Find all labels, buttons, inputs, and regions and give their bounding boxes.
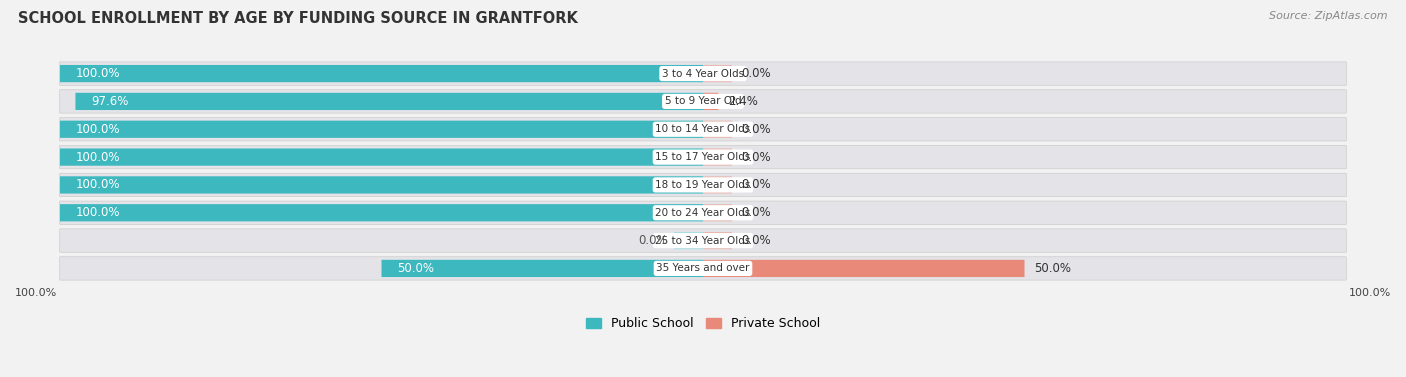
FancyBboxPatch shape	[703, 232, 733, 249]
Text: 3 to 4 Year Olds: 3 to 4 Year Olds	[662, 69, 744, 78]
Text: 0.0%: 0.0%	[741, 234, 772, 247]
FancyBboxPatch shape	[59, 173, 1347, 197]
FancyBboxPatch shape	[703, 176, 733, 193]
Text: 100.0%: 100.0%	[76, 67, 121, 80]
Text: 100.0%: 100.0%	[76, 178, 121, 192]
FancyBboxPatch shape	[703, 149, 733, 166]
FancyBboxPatch shape	[703, 260, 1025, 277]
Text: SCHOOL ENROLLMENT BY AGE BY FUNDING SOURCE IN GRANTFORK: SCHOOL ENROLLMENT BY AGE BY FUNDING SOUR…	[18, 11, 578, 26]
Text: 18 to 19 Year Olds: 18 to 19 Year Olds	[655, 180, 751, 190]
FancyBboxPatch shape	[60, 149, 703, 166]
FancyBboxPatch shape	[60, 176, 703, 193]
Text: 0.0%: 0.0%	[741, 206, 772, 219]
Text: 2.4%: 2.4%	[728, 95, 758, 108]
FancyBboxPatch shape	[60, 121, 703, 138]
FancyBboxPatch shape	[59, 146, 1347, 169]
Text: 50.0%: 50.0%	[1035, 262, 1071, 275]
Text: 97.6%: 97.6%	[91, 95, 129, 108]
FancyBboxPatch shape	[703, 65, 733, 82]
FancyBboxPatch shape	[60, 204, 703, 221]
FancyBboxPatch shape	[673, 232, 703, 249]
Text: 100.0%: 100.0%	[76, 150, 121, 164]
Text: 0.0%: 0.0%	[741, 123, 772, 136]
Text: 15 to 17 Year Olds: 15 to 17 Year Olds	[655, 152, 751, 162]
Text: 100.0%: 100.0%	[76, 206, 121, 219]
FancyBboxPatch shape	[703, 121, 733, 138]
FancyBboxPatch shape	[76, 93, 703, 110]
Text: 0.0%: 0.0%	[741, 67, 772, 80]
Text: 100.0%: 100.0%	[76, 123, 121, 136]
Text: 100.0%: 100.0%	[1348, 288, 1391, 299]
Text: 50.0%: 50.0%	[398, 262, 434, 275]
Text: 100.0%: 100.0%	[15, 288, 58, 299]
Legend: Public School, Private School: Public School, Private School	[581, 312, 825, 335]
FancyBboxPatch shape	[59, 257, 1347, 280]
FancyBboxPatch shape	[59, 201, 1347, 224]
Text: 10 to 14 Year Olds: 10 to 14 Year Olds	[655, 124, 751, 134]
FancyBboxPatch shape	[381, 260, 703, 277]
FancyBboxPatch shape	[59, 62, 1347, 85]
Text: 25 to 34 Year Olds: 25 to 34 Year Olds	[655, 236, 751, 245]
FancyBboxPatch shape	[59, 229, 1347, 252]
Text: 0.0%: 0.0%	[741, 178, 772, 192]
Text: Source: ZipAtlas.com: Source: ZipAtlas.com	[1270, 11, 1388, 21]
FancyBboxPatch shape	[59, 118, 1347, 141]
FancyBboxPatch shape	[60, 65, 703, 82]
Text: 0.0%: 0.0%	[638, 234, 668, 247]
Text: 35 Years and over: 35 Years and over	[657, 264, 749, 273]
Text: 20 to 24 Year Olds: 20 to 24 Year Olds	[655, 208, 751, 218]
Text: 0.0%: 0.0%	[741, 150, 772, 164]
Text: 5 to 9 Year Old: 5 to 9 Year Old	[665, 97, 741, 106]
FancyBboxPatch shape	[703, 93, 718, 110]
FancyBboxPatch shape	[703, 204, 733, 221]
FancyBboxPatch shape	[59, 90, 1347, 113]
